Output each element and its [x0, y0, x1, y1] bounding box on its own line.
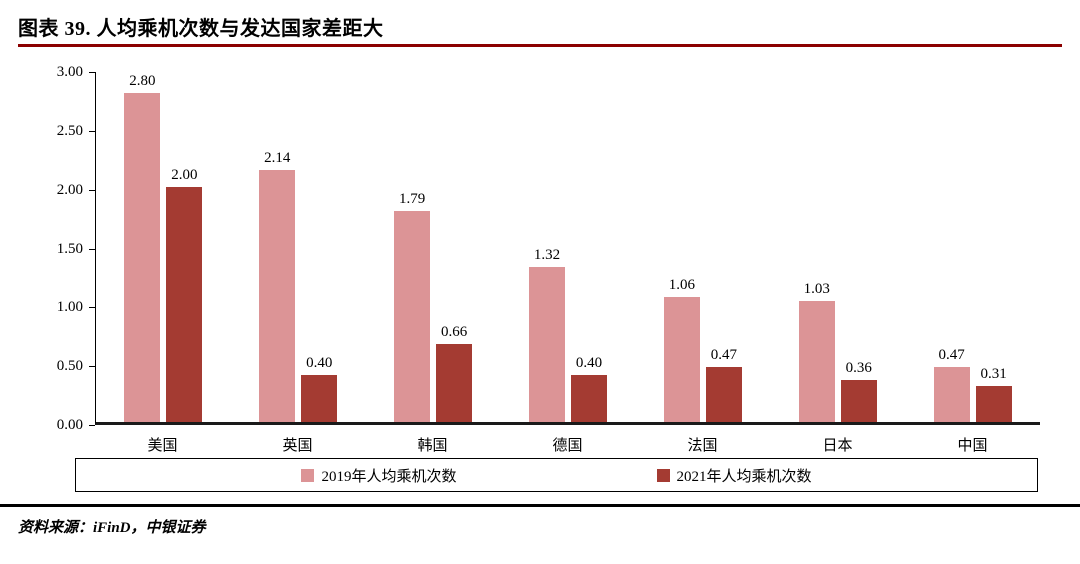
- bar-value-label: 0.31: [980, 365, 1007, 382]
- legend-item: 2021年人均乘机次数: [656, 465, 812, 486]
- bar-group-英国: 2.14 0.40: [231, 72, 366, 422]
- legend-label: 2021年人均乘机次数: [676, 468, 812, 485]
- bar-wrap: 2.00: [166, 72, 203, 422]
- y-tick-mark: [89, 248, 95, 250]
- title-underline: [18, 44, 1062, 47]
- bar-group-韩国: 1.79 0.66: [366, 72, 501, 422]
- y-tick-mark: [89, 366, 95, 368]
- bar-wrap: 0.40: [301, 72, 338, 422]
- category-label: 韩国: [417, 438, 448, 454]
- bar-value-label: 0.36: [845, 359, 872, 376]
- y-tick-label: 1.00: [56, 299, 83, 316]
- y-tick-mark: [89, 130, 95, 132]
- category-label: 中国: [957, 438, 988, 454]
- bar-group-中国: 0.47 0.31: [905, 72, 1040, 422]
- bar-value-label: 1.03: [803, 280, 830, 297]
- bar-value-label: 1.06: [668, 277, 695, 294]
- bar-value-label: 1.32: [533, 246, 561, 263]
- bar-wrap: 2.14: [259, 72, 296, 422]
- legend-swatch-icon: [656, 468, 670, 482]
- bar-series-2019: [663, 297, 700, 422]
- bar-value-label: 0.40: [306, 354, 333, 371]
- bar-series-2021: [571, 374, 607, 422]
- bar-series-2021: [705, 366, 742, 422]
- bar-wrap: 0.47: [933, 72, 970, 422]
- legend-item: 2019年人均乘机次数: [301, 465, 457, 486]
- y-tick-mark: [89, 189, 95, 191]
- bar-wrap: 1.03: [798, 72, 835, 422]
- category-label: 德国: [552, 438, 583, 454]
- bar-series-2019: [933, 366, 970, 422]
- footer-divider: [0, 504, 1080, 507]
- bar-wrap: 1.79: [394, 72, 431, 422]
- category-label: 美国: [147, 438, 178, 454]
- category-label: 法国: [687, 438, 718, 454]
- figure-title: 图表 39. 人均乘机次数与发达国家差距大: [18, 18, 384, 40]
- bar-value-label: 2.14: [264, 150, 291, 167]
- bar-value-label: 0.47: [710, 346, 737, 363]
- y-tick-label: 0.50: [56, 358, 83, 375]
- y-tick-label: 2.00: [56, 181, 83, 198]
- bar-series-2019: [798, 300, 835, 422]
- y-tick-label: 1.50: [56, 240, 83, 257]
- category-label: 日本: [822, 438, 853, 454]
- bar-wrap: 0.40: [571, 72, 607, 422]
- bar-series-2021: [301, 374, 338, 422]
- bar-wrap: 0.36: [840, 72, 877, 422]
- bar-wrap: 0.31: [975, 72, 1012, 422]
- bar-wrap: 2.80: [124, 72, 161, 422]
- bar-value-label: 0.47: [938, 346, 965, 363]
- bar-group-美国: 2.80 2.00: [96, 72, 231, 422]
- bar-series-2019: [394, 211, 431, 422]
- bar-value-label: 2.00: [171, 166, 198, 183]
- legend-swatch-icon: [301, 468, 315, 482]
- bar-series-2021: [436, 344, 473, 422]
- bar-value-label: 0.66: [441, 324, 468, 341]
- plot-area: 2.80 2.00 2.14 0.40 1.79 0.66 1.32 0.40 1.06 0.47…: [95, 72, 1040, 425]
- bar-value-label: 0.40: [575, 354, 603, 371]
- category-label: 英国: [282, 438, 313, 454]
- bar-group-德国: 1.32 0.40: [501, 72, 636, 422]
- bar-wrap: 0.47: [705, 72, 742, 422]
- bar-series-2021: [975, 385, 1012, 422]
- x-axis-labels: 美国 英国 韩国 德国 法国 日本 中国: [95, 434, 1040, 455]
- legend-label: 2019年人均乘机次数: [321, 468, 457, 485]
- bar-series-2021: [840, 379, 877, 422]
- bar-value-label: 1.79: [399, 191, 426, 208]
- y-tick-mark: [89, 307, 95, 309]
- y-tick-label: 0.00: [56, 417, 83, 433]
- bar-group-日本: 1.03 0.36: [770, 72, 905, 422]
- y-tick-mark: [89, 72, 95, 73]
- bar-wrap: 1.06: [663, 72, 700, 422]
- bar-wrap: 0.66: [436, 72, 473, 422]
- source-note: 资料来源：iFinD，中银证券: [18, 520, 206, 536]
- y-tick-label: 3.00: [56, 64, 83, 80]
- bar-series-2019: [259, 170, 296, 422]
- y-tick-mark: [89, 425, 95, 426]
- bar-value-label: 2.80: [129, 72, 156, 89]
- legend: 2019年人均乘机次数 2021年人均乘机次数: [75, 458, 1038, 492]
- bar-wrap: 1.32: [529, 72, 565, 422]
- y-axis: 3.00 2.50 2.00 1.50 1.00 0.50 0.00: [30, 65, 95, 433]
- bar-series-2019: [124, 92, 161, 422]
- y-tick-label: 2.50: [56, 122, 83, 139]
- bar-series-2021: [166, 186, 203, 422]
- bar-series-2019: [529, 266, 565, 422]
- bar-group-法国: 1.06 0.47: [635, 72, 770, 422]
